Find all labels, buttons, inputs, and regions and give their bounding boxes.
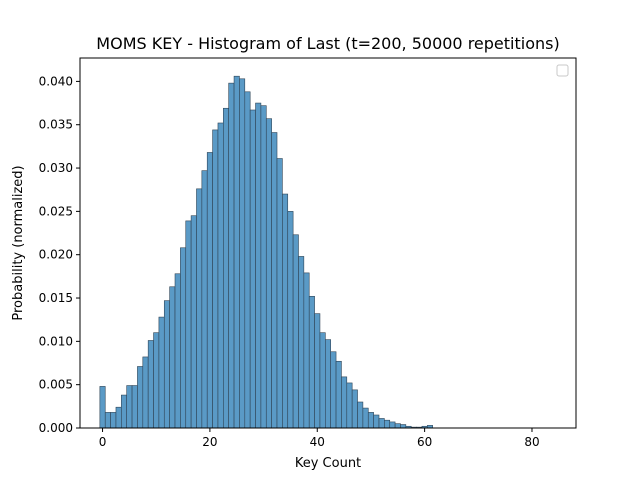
histogram-bar — [389, 421, 396, 429]
histogram-bar — [185, 220, 192, 429]
histogram-bar — [298, 256, 305, 429]
y-tick-label: 0.025 — [39, 204, 73, 218]
histogram-bar — [249, 109, 256, 429]
histogram-bar — [341, 376, 348, 429]
histogram-bar — [265, 118, 272, 429]
histogram-bar — [137, 366, 144, 429]
histogram-bar — [367, 412, 374, 429]
histogram-bar — [325, 339, 331, 429]
histogram-bar — [260, 105, 267, 429]
x-tick-label: 80 — [524, 435, 539, 449]
histogram-bar — [362, 407, 369, 429]
y-tick-label: 0.005 — [39, 378, 73, 392]
legend-box — [556, 64, 569, 77]
histogram-bar — [335, 360, 342, 429]
histogram-bar — [104, 412, 111, 429]
histogram-bar — [255, 102, 262, 429]
histogram-bar — [228, 82, 235, 429]
histogram-bar — [126, 385, 133, 429]
histogram-bar — [314, 313, 321, 429]
histogram-bar — [180, 247, 187, 429]
histogram-bar — [239, 78, 246, 429]
histogram-bar — [206, 152, 213, 429]
histogram-bar — [99, 386, 106, 429]
histogram-bar — [319, 332, 326, 429]
histogram-bar — [346, 382, 353, 429]
chart-title: MOMS KEY - Histogram of Last (t=200, 500… — [96, 34, 559, 53]
histogram-bar — [373, 414, 380, 429]
histogram-bar — [357, 401, 364, 429]
histogram-bar — [147, 340, 154, 429]
histogram-bar — [201, 170, 208, 429]
y-tick-label: 0.035 — [39, 118, 73, 132]
histogram-bar — [276, 158, 283, 429]
histogram-bar — [400, 424, 407, 429]
histogram-bar — [153, 332, 160, 429]
histogram-bar — [158, 316, 165, 429]
histogram-bar — [378, 418, 385, 429]
y-tick-label: 0.030 — [39, 161, 73, 175]
y-tick-label: 0.040 — [39, 74, 73, 88]
histogram-bar — [351, 389, 358, 429]
histogram-bar — [384, 419, 391, 429]
y-tick-label: 0.010 — [39, 334, 73, 348]
histogram-bar — [174, 273, 181, 429]
histogram-bar — [282, 193, 289, 429]
histogram-bar — [110, 412, 117, 429]
x-tick-label: 20 — [202, 435, 217, 449]
y-axis-label: Probability (normalized) — [11, 165, 26, 320]
histogram-bar — [223, 107, 229, 429]
histogram-bar — [217, 122, 224, 429]
y-tick-label: 0.000 — [39, 421, 73, 435]
histogram-bar — [244, 91, 251, 429]
histogram-bar — [303, 272, 310, 429]
histogram-bar — [163, 300, 170, 429]
histogram-bar — [330, 351, 337, 429]
x-axis-ticks: 0 20 40 60 80 — [99, 428, 540, 449]
histogram-bars — [99, 75, 433, 429]
x-tick-label: 0 — [99, 435, 107, 449]
histogram-bar — [131, 385, 138, 429]
x-tick-label: 40 — [310, 435, 325, 449]
x-axis-label: Key Count — [295, 456, 361, 471]
histogram-bar — [292, 234, 299, 429]
x-tick-label: 60 — [417, 435, 432, 449]
histogram-bar — [287, 211, 294, 429]
y-axis-ticks: 0.000 0.005 0.010 0.015 0.020 0.025 0.030 0.035… — [39, 74, 80, 435]
histogram-bar — [212, 129, 219, 429]
histogram-bar — [233, 75, 240, 429]
histogram-bar — [196, 188, 203, 429]
y-tick-label: 0.020 — [39, 248, 73, 262]
histogram-bar — [271, 132, 278, 429]
histogram-bar — [190, 215, 197, 429]
histogram-bar — [115, 406, 122, 429]
histogram-bar — [142, 356, 149, 429]
histogram-bar — [394, 423, 401, 429]
histogram-bar — [121, 394, 128, 429]
histogram-bar — [308, 295, 315, 429]
histogram-bar — [169, 286, 176, 429]
y-tick-label: 0.015 — [39, 291, 73, 305]
plot-frame — [79, 57, 577, 429]
